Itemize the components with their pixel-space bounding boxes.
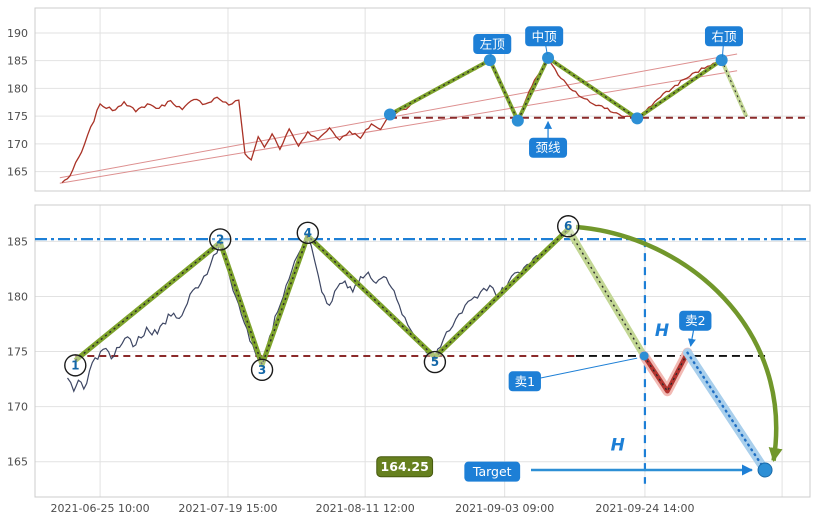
sell2-label-text: 卖2 [685, 313, 705, 328]
projection-red-line [642, 351, 690, 394]
left-top-label-text: 左顶 [480, 37, 506, 52]
y-tick-label: 165 [7, 456, 28, 469]
y-tick-label: 165 [7, 166, 28, 179]
trend-channel-line [59, 53, 738, 179]
sell1-label: 卖1 [508, 371, 541, 392]
pivot-dot [511, 114, 524, 127]
pivot-number: 3 [258, 363, 266, 377]
right-top-label-text: 右顶 [711, 29, 737, 44]
sell2-label: 卖2 [679, 310, 712, 331]
detail-price-line [67, 228, 574, 393]
y-tick-label: 185 [7, 55, 28, 68]
x-tick-label: 2021-08-11 12:00 [316, 502, 415, 515]
y-tick-label: 175 [7, 110, 28, 123]
pivot-number: 6 [564, 219, 572, 233]
pivot-number: 2 [216, 232, 224, 246]
target-dot [757, 462, 773, 478]
y-tick-label: 170 [7, 138, 28, 151]
y-tick-label: 185 [7, 235, 28, 248]
pivot-dot [383, 108, 396, 121]
projection-blue-core [686, 351, 767, 472]
pivot-dot [631, 112, 644, 125]
y-tick-label: 180 [7, 82, 28, 95]
pivot-marker-5: 5 [423, 350, 447, 374]
pivot-dot [542, 51, 555, 64]
pivot-marker-3: 3 [250, 358, 274, 381]
detail-zigzag-core [74, 228, 569, 368]
y-tick-label: 175 [7, 346, 28, 359]
pivot-marker-6: 6 [557, 215, 580, 238]
x-tick-label: 2021-07-19 15:00 [178, 502, 277, 515]
detail-plot-area[interactable] [35, 205, 810, 497]
target-value-text: 164.25 [381, 459, 429, 474]
neckline-label: 颈线 [529, 137, 568, 158]
overview-panel-border [34, 7, 811, 192]
x-tick-label: 2021-09-03 09:00 [455, 502, 554, 515]
pivot-marker-4: 4 [296, 221, 319, 245]
projection-green-band [564, 225, 648, 360]
left-top-label: 左顶 [473, 34, 512, 55]
overview-plot-area[interactable] [35, 8, 810, 191]
pivot-number: 4 [304, 226, 312, 240]
target-label: Target [464, 461, 521, 482]
overview-zigzag-core [389, 56, 722, 123]
pivot-number: 5 [431, 355, 439, 369]
detail-panel-border [34, 204, 811, 498]
overview-projection-band [719, 59, 749, 118]
trend-channel-line [59, 70, 738, 184]
y-tick-label: 170 [7, 401, 28, 414]
mid-top-label-text: 中顶 [532, 29, 558, 44]
pivot-dot [483, 54, 496, 67]
height-label-2: H [611, 436, 625, 456]
target-label-text: Target [472, 464, 512, 479]
x-tick-label: 2021-09-24 14:00 [595, 502, 694, 515]
mid-top-label: 中顶 [525, 26, 564, 47]
neckline-break-dot [639, 351, 649, 361]
pivot-number: 1 [71, 358, 79, 372]
y-tick-label: 180 [7, 290, 28, 303]
pivot-dot [715, 54, 728, 67]
neckline-label-text: 颈线 [536, 140, 562, 155]
drop-arrow [575, 224, 783, 462]
target-value: 164.25 [376, 456, 434, 478]
right-top-label: 右顶 [704, 26, 743, 47]
pivot-marker-1: 1 [64, 354, 87, 377]
pivot-marker-2: 2 [209, 228, 232, 251]
x-tick-label: 2021-06-25 10:00 [51, 502, 150, 515]
height-label-1: H [655, 321, 669, 341]
y-tick-label: 190 [7, 27, 28, 40]
sell1-label-connector [524, 357, 638, 382]
sell1-label-text: 卖1 [515, 374, 535, 389]
